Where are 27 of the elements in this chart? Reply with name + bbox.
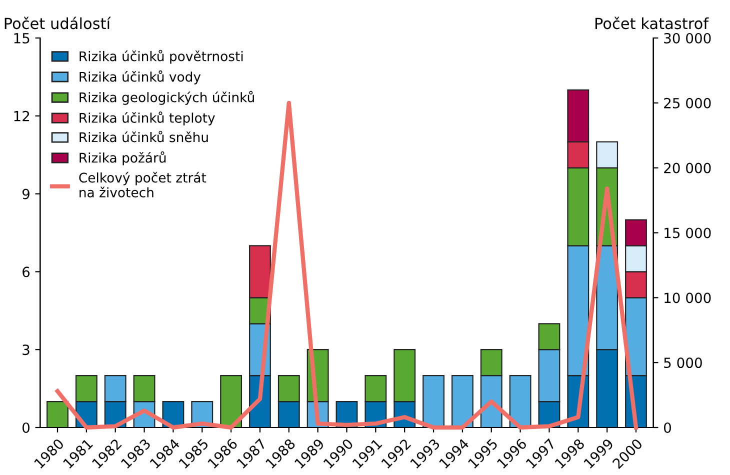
y2-tick-label: 0 — [664, 422, 671, 433]
y-tick-label: 3 — [22, 344, 30, 356]
bar — [220, 375, 242, 428]
y-axis-title: Počet událostí — [4, 16, 111, 30]
legend-label: Rizika účinků teploty — [80, 111, 215, 126]
bar — [46, 400, 68, 428]
legend-label: Rizika účinků vody — [80, 70, 201, 84]
legend-label: Rizika účinků povětrnosti — [80, 50, 243, 64]
y2-axis-title: Počet katastrof — [595, 16, 709, 30]
legend-label: Rizika účinků sněhu — [80, 130, 208, 142]
bar — [509, 375, 532, 428]
y-tick-label: 15 — [14, 33, 30, 44]
bar — [422, 375, 444, 428]
y2-tick-label: 25 000 — [664, 98, 711, 108]
y-tick-label: 6 — [22, 266, 30, 278]
y2-tick-label: 20 000 — [664, 162, 711, 174]
legend-label: Rizika požárů — [80, 151, 166, 166]
y-tick-label: 9 — [22, 188, 30, 200]
bar — [451, 375, 474, 428]
legend-label: Celkový počet ztrát na životech — [79, 172, 206, 198]
y2-tick-label: 5 000 — [664, 358, 702, 368]
y-tick-label: 0 — [22, 422, 30, 433]
y2-tick-label: 30 000 — [664, 32, 711, 44]
y2-tick-label: 15 000 — [664, 228, 711, 238]
y2-tick-label: 10 000 — [664, 292, 711, 304]
legend-label: Rizika geologických účinků — [80, 90, 254, 105]
y-tick-label: 12 — [14, 110, 30, 122]
